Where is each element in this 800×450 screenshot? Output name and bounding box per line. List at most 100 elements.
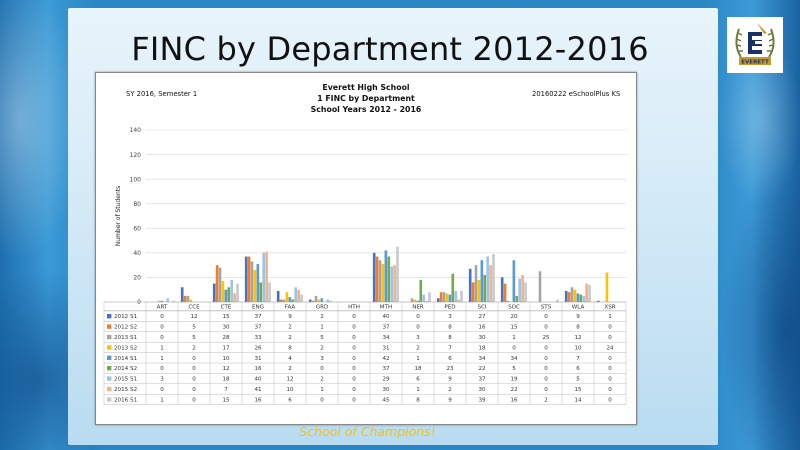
bar	[317, 299, 321, 302]
bar	[576, 293, 580, 302]
x-tick-label: NER	[412, 305, 424, 311]
bar	[579, 294, 583, 302]
data-label: 30	[478, 387, 486, 393]
data-label: 31	[382, 345, 390, 351]
data-label: 5	[320, 335, 324, 341]
data-label: 0	[192, 356, 196, 362]
data-label: 28	[222, 335, 230, 341]
data-label: 37	[382, 325, 390, 331]
data-label: 45	[382, 397, 390, 403]
data-label: 2	[416, 345, 420, 351]
bar	[183, 295, 187, 302]
data-label: 12	[190, 314, 197, 320]
data-label: 12	[286, 377, 293, 383]
bar	[372, 252, 376, 302]
bar	[180, 287, 184, 302]
data-label: 0	[160, 325, 164, 331]
logo-text: EVERETT	[741, 60, 769, 66]
data-label: 15	[574, 387, 582, 393]
report-right-note: 20160222 eSchoolPlus KS	[532, 90, 621, 98]
bar	[221, 281, 225, 302]
data-label: 1	[320, 325, 324, 331]
data-label: 0	[608, 377, 612, 383]
data-label: 8	[448, 325, 452, 331]
data-label: 8	[288, 345, 292, 351]
data-label: 0	[544, 314, 548, 320]
bar	[279, 299, 283, 302]
data-label: 18	[222, 377, 230, 383]
bar	[582, 295, 585, 302]
data-label: 0	[608, 366, 612, 372]
data-label: 17	[222, 345, 230, 351]
data-label: 0	[192, 377, 196, 383]
bar	[253, 270, 257, 302]
y-tick-label: 80	[133, 201, 141, 208]
bar	[573, 289, 577, 302]
data-label: 0	[544, 387, 548, 393]
bar	[457, 299, 460, 302]
y-axis-label: Number of Students	[115, 186, 122, 246]
legend-swatch	[107, 397, 112, 402]
bar	[596, 300, 600, 302]
data-label: 1	[160, 345, 164, 351]
data-label: 0	[192, 366, 196, 372]
bar	[375, 256, 379, 302]
data-label: 2	[448, 387, 452, 393]
data-label: 27	[478, 314, 486, 320]
data-label: 0	[352, 325, 356, 331]
bar	[425, 300, 428, 302]
data-label: 8	[576, 325, 580, 331]
data-label: 22	[478, 366, 485, 372]
data-label: 1	[160, 356, 164, 362]
bar	[329, 300, 332, 302]
data-label: 3	[160, 377, 164, 383]
bar	[564, 290, 568, 302]
report-left-note: SY 2016, Semester 1	[126, 90, 198, 98]
data-label: 1	[160, 397, 164, 403]
data-label: 2	[288, 335, 292, 341]
data-label: 5	[576, 377, 580, 383]
data-label: 14	[574, 397, 582, 403]
legend-label: 2014 S1	[114, 356, 138, 362]
data-label: 3	[416, 335, 420, 341]
y-tick-label: 60	[133, 225, 141, 232]
data-label: 9	[288, 314, 292, 320]
x-tick-label: MTH	[380, 305, 392, 311]
data-label: 25	[542, 335, 550, 341]
bar	[186, 295, 190, 302]
data-label: 3	[320, 356, 324, 362]
bar	[160, 300, 164, 302]
bar	[265, 251, 268, 302]
bar	[428, 292, 431, 302]
bar	[419, 279, 423, 302]
data-label: 37	[382, 366, 390, 372]
data-label: 15	[222, 314, 230, 320]
bar	[471, 282, 475, 302]
data-label: 18	[478, 345, 486, 351]
bar	[285, 292, 289, 302]
bar	[416, 300, 420, 302]
data-label: 16	[510, 397, 518, 403]
y-tick-label: 120	[130, 152, 142, 159]
data-label: 0	[544, 366, 548, 372]
bar	[489, 265, 492, 302]
bar	[445, 293, 449, 302]
data-label: 34	[382, 335, 390, 341]
bar	[311, 300, 315, 302]
school-logo-icon: EVERETT	[727, 17, 783, 73]
legend-label: 2013 S2	[114, 345, 137, 351]
bar	[390, 266, 393, 302]
bar	[157, 300, 161, 302]
legend-swatch	[107, 386, 112, 392]
data-label: 0	[608, 397, 612, 403]
data-label: 15	[510, 325, 518, 331]
data-label: 0	[416, 314, 420, 320]
bar	[477, 279, 481, 302]
bar	[556, 299, 559, 302]
bar	[259, 282, 263, 302]
bar	[585, 283, 588, 302]
bar	[503, 283, 507, 302]
data-label: 19	[510, 377, 518, 383]
data-label: 2	[320, 377, 324, 383]
